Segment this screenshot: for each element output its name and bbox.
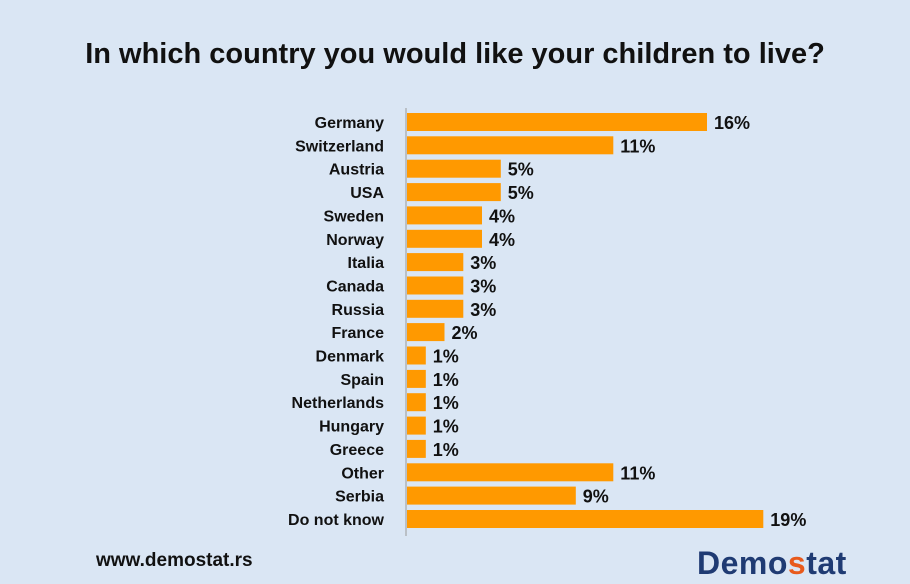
category-label: Austria bbox=[329, 162, 384, 179]
footer-url[interactable]: www.demostat.rs bbox=[96, 550, 253, 571]
category-label: France bbox=[332, 325, 385, 342]
category-label: Russia bbox=[332, 302, 385, 319]
category-label: Do not know bbox=[288, 512, 385, 529]
bar-germany bbox=[407, 113, 707, 131]
category-label: Spain bbox=[340, 372, 384, 389]
bar-other bbox=[407, 463, 614, 482]
value-label: 2% bbox=[452, 323, 478, 343]
value-label: 11% bbox=[620, 463, 655, 483]
value-label: 11% bbox=[620, 136, 655, 156]
category-label: Switzerland bbox=[295, 138, 384, 155]
demostat-logo: Demostat bbox=[697, 545, 847, 582]
logo-text-1: Demo bbox=[697, 545, 788, 581]
category-label: Netherlands bbox=[292, 395, 385, 412]
bar-italia bbox=[407, 253, 464, 272]
bar-russia bbox=[407, 299, 464, 318]
value-label: 1% bbox=[433, 417, 459, 437]
category-label: Serbia bbox=[335, 489, 384, 506]
category-label: USA bbox=[350, 185, 384, 202]
value-label: 9% bbox=[583, 487, 609, 507]
bar-canada bbox=[407, 276, 464, 295]
value-label: 1% bbox=[433, 370, 459, 390]
category-label: Sweden bbox=[324, 208, 384, 225]
bar-hungary bbox=[407, 416, 426, 435]
logo-text-accent: s bbox=[787, 545, 807, 581]
category-label: Denmark bbox=[316, 349, 385, 366]
value-label: 16% bbox=[714, 113, 750, 133]
bar-netherlands bbox=[407, 393, 426, 412]
value-label: 1% bbox=[433, 347, 459, 367]
category-label: Italia bbox=[348, 255, 385, 272]
value-label: 4% bbox=[489, 230, 515, 250]
bar-denmark bbox=[407, 346, 426, 365]
value-label: 1% bbox=[433, 393, 459, 413]
category-label: Greece bbox=[330, 442, 384, 459]
value-label: 5% bbox=[508, 160, 534, 180]
bar-greece bbox=[407, 439, 426, 458]
category-label: Germany bbox=[315, 115, 384, 132]
bar-austria bbox=[407, 159, 501, 178]
value-label: 1% bbox=[433, 440, 459, 460]
bar-france bbox=[407, 323, 445, 342]
logo-text-2: tat bbox=[806, 545, 847, 581]
value-label: 5% bbox=[508, 183, 534, 203]
value-label: 3% bbox=[470, 253, 496, 273]
bar-sweden bbox=[407, 206, 482, 225]
bar-usa bbox=[407, 183, 501, 202]
bar-spain bbox=[407, 369, 426, 388]
chart-title: In which country you would like your chi… bbox=[85, 38, 825, 70]
value-label: 19% bbox=[770, 510, 806, 530]
category-label: Other bbox=[341, 465, 384, 482]
value-label: 3% bbox=[470, 300, 496, 320]
category-label: Hungary bbox=[319, 419, 384, 436]
bar-switzerland bbox=[407, 136, 614, 155]
bar-do-not-know bbox=[407, 510, 764, 528]
category-label: Norway bbox=[326, 232, 384, 249]
category-label: Canada bbox=[326, 279, 384, 296]
value-label: 3% bbox=[470, 277, 496, 297]
bar-norway bbox=[407, 229, 482, 248]
bar-serbia bbox=[407, 486, 576, 505]
value-label: 4% bbox=[489, 206, 515, 226]
